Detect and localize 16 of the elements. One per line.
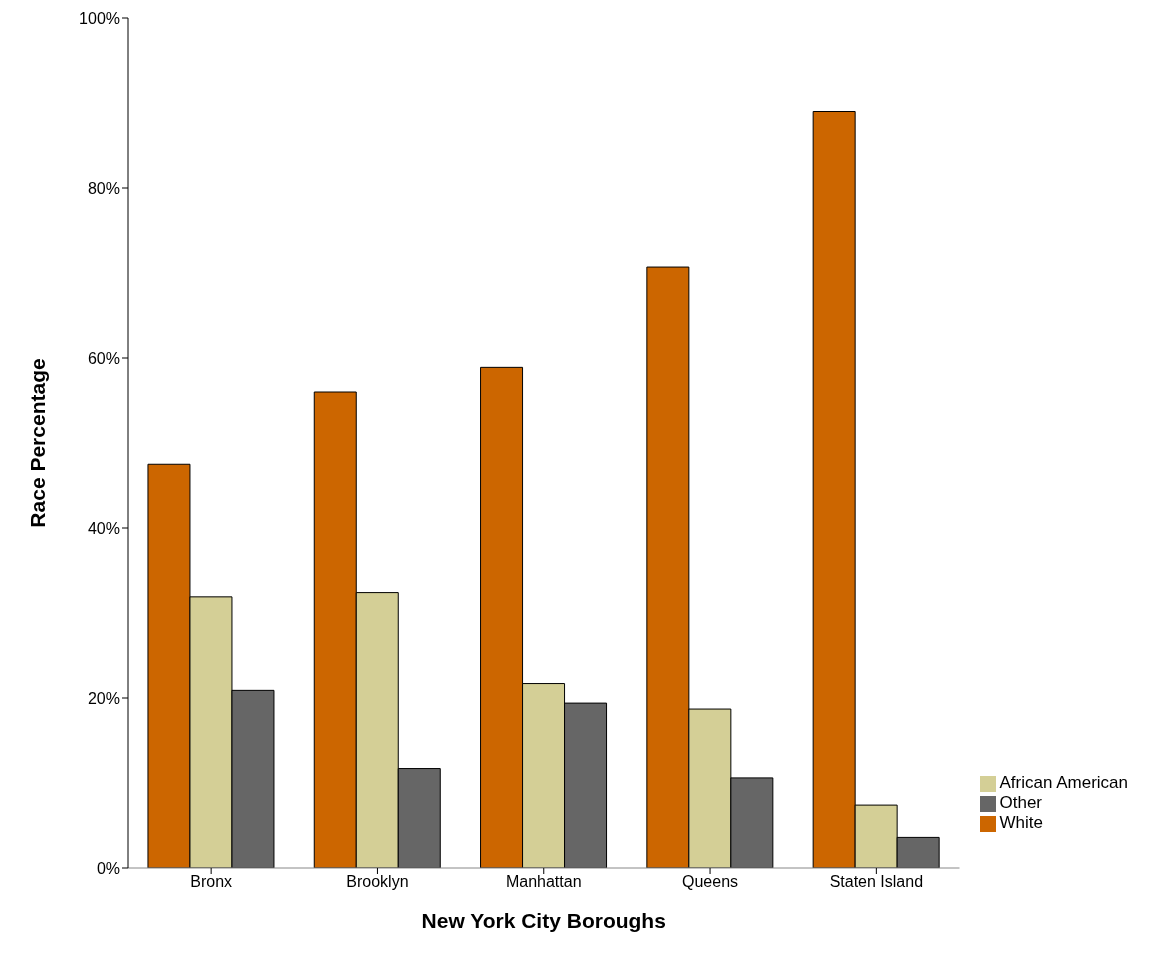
y-tick-label: 20% [87,689,120,707]
y-tick-label: 100% [79,9,120,27]
y-tick-label: 0% [96,859,120,877]
x-tick-label: Staten Island [829,873,924,891]
y-axis-title: Race Percentage [26,358,50,528]
x-tick-label: Brooklyn [346,873,409,891]
legend-label: Other [999,793,1043,812]
x-tick-label: Queens [682,873,739,891]
y-tick-label: 40% [87,519,120,537]
x-tick-label: Manhattan [505,873,582,891]
legend-label: White [999,813,1043,832]
y-tick-label: 60% [87,349,120,367]
x-tick-label: Bronx [190,873,233,891]
legend-label: African American [999,773,1128,792]
x-axis-title: New York City Boroughs [421,909,666,932]
y-tick-label: 80% [87,179,120,197]
